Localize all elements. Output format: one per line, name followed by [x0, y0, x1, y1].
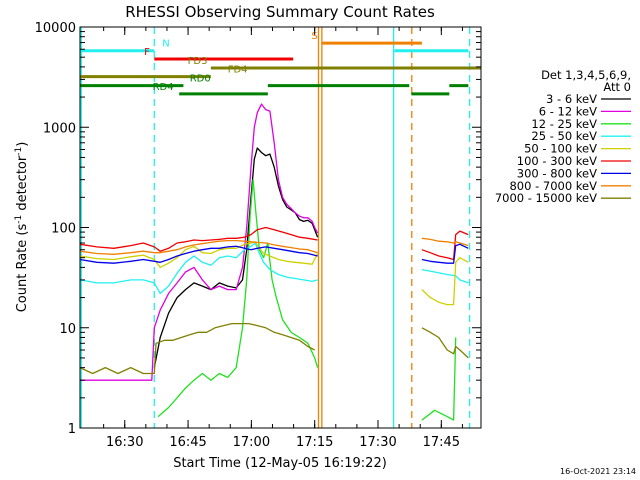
x-axis-label: Start Time (12-May-05 16:19:22)	[173, 456, 387, 471]
x-tick-label: 16:45	[169, 435, 206, 450]
y-axis: 1 10 100 1000 10000	[35, 21, 481, 437]
state-label-fd3: FD3	[188, 56, 208, 67]
series-line-100-300-kev	[79, 226, 318, 252]
x-tick-label: 17:45	[423, 435, 460, 450]
x-tick-label: 17:00	[233, 435, 270, 450]
state-label-s: S	[311, 31, 317, 42]
series-line-50-100-kev	[421, 257, 469, 306]
y-tick-label: 1000	[43, 121, 76, 136]
series-line-800-7000-kev	[79, 239, 318, 255]
legend-label-12-25-kev: 12 - 25 keV	[531, 117, 597, 131]
plot-area: N F S FD3 FD4 RD0 RD4	[79, 27, 481, 428]
legend-label-800-7000-kev: 800 - 7000 keV	[509, 179, 597, 193]
series-line-50-100-kev	[79, 241, 319, 269]
series-line-12-25-kev	[157, 179, 319, 418]
legend-label-6-12-kev: 6 - 12 keV	[539, 104, 597, 118]
y-tick-label: 1	[68, 422, 76, 437]
legend-label-7000-15000-kev: 7000 - 15000 keV	[495, 191, 597, 205]
legend-header-attenuator: Att 0	[603, 80, 631, 94]
legend-label-300-800-kev: 300 - 800 keV	[517, 166, 597, 180]
series-lines	[79, 103, 469, 421]
series-line-800-7000-kev	[421, 237, 469, 247]
series-line-25-50-kev	[79, 242, 318, 295]
y-axis-label: Count Rate (s-1 detector-1)	[14, 142, 30, 313]
y-tick-label: 10000	[35, 21, 76, 36]
chart-title: RHESSI Observing Summary Count Rates	[125, 3, 435, 21]
series-line-300-800-kev	[79, 245, 318, 264]
legend-header-detectors: Det 1,3,4,5,6,9,	[541, 68, 631, 82]
series-line-12-25-kev	[421, 337, 457, 421]
legend-label-100-300-kev: 100 - 300 keV	[517, 154, 597, 168]
series-line-6-12-kev	[80, 103, 319, 381]
x-tick-label: 17:30	[359, 435, 396, 450]
state-bars: N F S FD3 FD4 RD0 RD4	[80, 31, 481, 96]
series-line-300-800-kev	[421, 243, 469, 264]
series-line-3-6-kev	[153, 147, 319, 368]
series-line-7000-15000-kev	[79, 322, 315, 375]
state-label-rd0: RD0	[190, 74, 211, 85]
series-line-7000-15000-kev	[421, 327, 469, 359]
state-label-f: F	[144, 47, 150, 58]
state-label-rd4: RD4	[153, 82, 174, 93]
legend-label-25-50-kev: 25 - 50 keV	[531, 129, 597, 143]
legend-label-50-100-kev: 50 - 100 keV	[524, 142, 597, 156]
series-line-100-300-kev	[421, 230, 469, 261]
x-axis: 16:30 16:45 17:00 17:15 17:30 17:45	[103, 27, 463, 450]
series-line-25-50-kev	[421, 268, 469, 284]
y-tick-label: 100	[51, 222, 76, 237]
state-label-n: N	[162, 39, 169, 50]
legend-label-3-6-kev: 3 - 6 keV	[546, 92, 597, 106]
x-tick-label: 17:15	[296, 435, 333, 450]
y-tick-label: 10	[59, 322, 76, 337]
state-label-fd4: FD4	[228, 65, 248, 76]
x-tick-label: 16:30	[106, 435, 143, 450]
footer-timestamp: 16-Oct-2021 23:14	[560, 467, 636, 476]
